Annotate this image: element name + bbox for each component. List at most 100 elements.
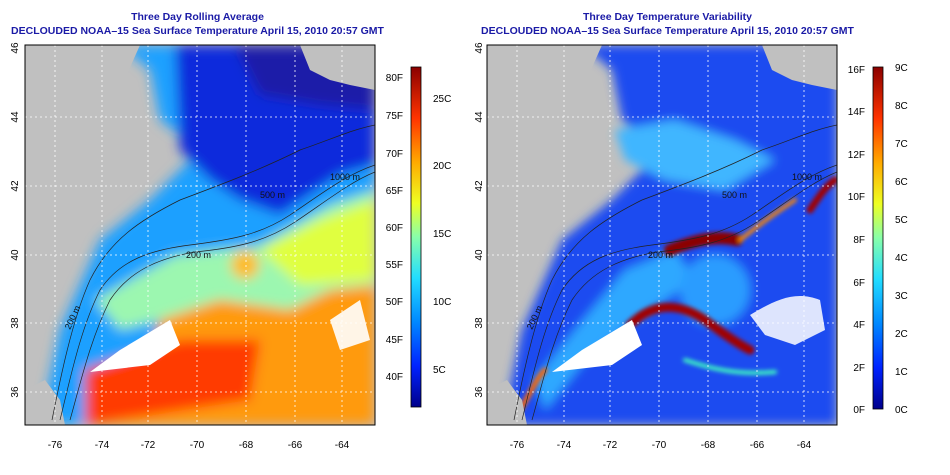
lon-tick-label: -64 xyxy=(797,440,812,451)
colorbar-c-label: 5C xyxy=(895,215,908,226)
lon-tick-label: -64 xyxy=(335,440,350,451)
front-mid xyxy=(738,198,797,242)
lon-tick-label: -66 xyxy=(750,440,765,451)
colorbar-f-label: 6F xyxy=(853,278,865,289)
left-panel-title: Three Day Rolling Average xyxy=(131,11,264,23)
contour-label: 1000 m xyxy=(792,172,822,182)
lat-tick-label: 36 xyxy=(475,386,485,398)
colorbar-f-label: 2F xyxy=(853,363,865,374)
front-mid xyxy=(683,358,777,375)
warm-core-ring xyxy=(231,251,259,279)
bathymetry-contours xyxy=(513,124,837,421)
east-coast-land xyxy=(25,45,150,340)
colorbar-f-label: 14F xyxy=(848,107,865,118)
cape-hatteras-land xyxy=(487,380,527,425)
left-panel: Three Day Rolling Average DECLOUDED NOAA… xyxy=(10,11,451,451)
lat-tick-label: 38 xyxy=(10,317,21,329)
colorbar-f-label: 16F xyxy=(848,65,865,76)
lon-tick-label: -70 xyxy=(190,440,205,451)
cloud-mask xyxy=(90,320,180,372)
cape-hatteras-land xyxy=(25,380,65,425)
colorbar-f-labels: 0F 2F 4F 6F 8F 10F 12F 14F 16F xyxy=(848,65,865,416)
warm-front xyxy=(260,200,375,285)
lat-axis: 36 38 40 42 44 46 xyxy=(475,42,485,398)
variability-ring xyxy=(680,255,750,325)
colorbar-f-label: 45F xyxy=(386,335,403,346)
colorbar-c-label: 0C xyxy=(895,405,908,416)
front-high xyxy=(806,176,837,214)
contour-label: 1000 m xyxy=(330,172,360,182)
colorbar-f-label: 0F xyxy=(853,405,865,416)
colorbar-f-label: 60F xyxy=(386,223,403,234)
lon-tick-label: -66 xyxy=(288,440,303,451)
lat-tick-label: 38 xyxy=(475,317,485,329)
map-frame xyxy=(24,44,376,426)
colorbar-c-label: 4C xyxy=(895,253,908,264)
lat-tick-label: 40 xyxy=(475,249,485,261)
colorbar-f-label: 4F xyxy=(853,320,865,331)
lon-tick-label: -68 xyxy=(239,440,254,451)
colorbar-f-label: 40F xyxy=(386,372,403,383)
colorbar-c-label: 1C xyxy=(895,367,908,378)
lat-tick-label: 42 xyxy=(475,180,485,192)
lon-tick-label: -74 xyxy=(557,440,572,451)
right-map-area: 200 m 200 m 1000 m 500 m xyxy=(487,45,837,425)
colorbar-f-label: 80F xyxy=(386,73,403,84)
left-panel-subtitle: DECLOUDED NOAA–15 Sea Surface Temperatur… xyxy=(11,25,384,37)
right-panel-title: Three Day Temperature Variability xyxy=(582,11,753,23)
cloud-mask-small xyxy=(750,295,825,345)
colorbar-c-label: 10C xyxy=(433,297,451,308)
contour-label: 200 m xyxy=(648,250,673,260)
front-high xyxy=(625,302,755,355)
colorbar-c-label: 7C xyxy=(895,139,908,150)
colorbar-f-label: 10F xyxy=(848,192,865,203)
nova-scotia-land xyxy=(300,45,375,90)
bathymetry-contours xyxy=(51,124,375,421)
colorbar xyxy=(410,66,422,408)
colorbar-c-label: 25C xyxy=(433,94,451,105)
colorbar-c-labels: 0C 1C 2C 3C 4C 5C 6C 7C 8C 9C xyxy=(895,63,908,416)
colorbar-c-label: 15C xyxy=(433,229,451,240)
colorbar-c-label: 20C xyxy=(433,161,451,172)
lat-lon-grid xyxy=(487,45,837,425)
colorbar-c-label: 8C xyxy=(895,101,908,112)
lon-axis: -76 -74 -72 -70 -68 -66 -64 xyxy=(48,440,350,451)
front-high xyxy=(664,232,743,256)
cloud-mask xyxy=(552,320,642,372)
colorbar-f-label: 65F xyxy=(386,186,403,197)
lon-tick-label: -72 xyxy=(141,440,156,451)
right-panel: Three Day Temperature Variability DECLOU… xyxy=(475,0,950,475)
right-map-svg: 200 m 200 m 1000 m 500 m 36 38 40 42 44 … xyxy=(475,42,908,451)
colorbar-f-label: 50F xyxy=(386,297,403,308)
colorbar-c-label: 9C xyxy=(895,63,908,74)
lon-tick-label: -74 xyxy=(95,440,110,451)
contour-label: 500 m xyxy=(722,190,747,200)
lon-tick-label: -72 xyxy=(603,440,618,451)
lat-axis: 36 38 40 42 44 46 xyxy=(10,42,21,398)
lat-tick-label: 40 xyxy=(10,249,21,261)
colorbar-f-label: 70F xyxy=(386,149,403,160)
east-coast-land xyxy=(487,45,612,340)
contour-label: 500 m xyxy=(260,190,285,200)
lon-tick-label: -68 xyxy=(701,440,716,451)
lon-tick-label: -76 xyxy=(510,440,525,451)
lon-tick-label: -76 xyxy=(48,440,63,451)
contour-label: 200 m xyxy=(186,250,211,260)
lat-tick-label: 36 xyxy=(10,386,21,398)
colorbar-c-label: 3C xyxy=(895,291,908,302)
lat-tick-label: 44 xyxy=(10,111,21,123)
lat-tick-label: 42 xyxy=(10,180,21,192)
colorbar-f-label: 55F xyxy=(386,260,403,271)
left-map-area: 200 m 200 m 1000 m 500 m xyxy=(25,45,375,425)
colorbar-f-label: 12F xyxy=(848,150,865,161)
map-frame xyxy=(486,44,838,426)
variability-mid xyxy=(615,120,775,190)
lon-tick-label: -70 xyxy=(652,440,667,451)
lat-tick-label: 46 xyxy=(10,42,21,54)
lat-tick-label: 46 xyxy=(475,42,485,54)
nova-scotia-land xyxy=(762,45,837,90)
right-panel-subtitle: DECLOUDED NOAA–15 Sea Surface Temperatur… xyxy=(481,25,854,37)
lat-lon-grid xyxy=(25,45,375,425)
colorbar-c-label: 5C xyxy=(433,365,446,376)
left-map-svg: 200 m 200 m 1000 m 500 m 36 38 40 42 44 … xyxy=(10,42,451,451)
